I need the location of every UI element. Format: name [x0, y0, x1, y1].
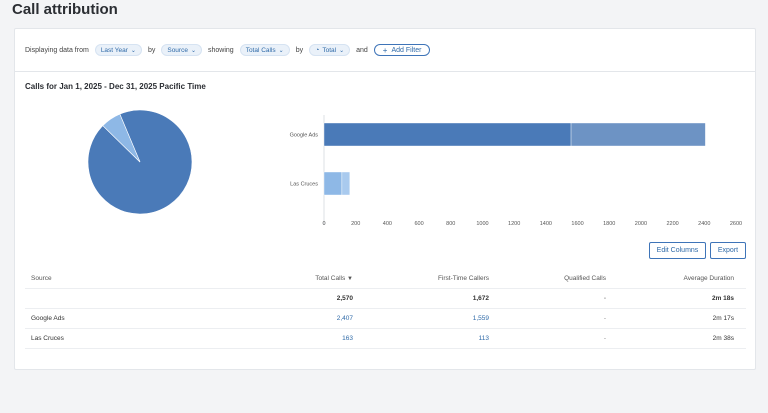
- bar-segment[interactable]: [323, 171, 343, 196]
- x-tick-label: 800: [446, 221, 455, 227]
- col-first-time[interactable]: First-Time Callers: [437, 275, 489, 282]
- pie-slice[interactable]: [102, 113, 141, 163]
- report-card: Displaying data from Last Year ⌄ by Sour…: [14, 28, 756, 370]
- row-source: Google Ads: [31, 315, 65, 322]
- x-tick-label: 200: [351, 221, 360, 227]
- x-tick-label: 1000: [476, 221, 488, 227]
- chart-title: Calls for Jan 1, 2025 - Dec 31, 2025 Pac…: [25, 82, 206, 91]
- source-value: Source: [167, 46, 188, 54]
- bar-chart: Google Ads Las Cruces 0 200 400 600 800 1000 120…: [271, 113, 751, 233]
- x-tick-label: 400: [383, 221, 392, 227]
- plus-icon: +: [382, 45, 388, 55]
- row-first-time-link[interactable]: 1,559: [472, 315, 489, 322]
- col-total-calls-label: Total Calls: [315, 275, 346, 282]
- bar-segment[interactable]: [570, 122, 706, 147]
- bar-chart-svg: Google Ads Las Cruces 0 200 400 600 800 1000 120…: [290, 115, 742, 227]
- and-label: and: [356, 46, 368, 54]
- row-first-time-link[interactable]: 113: [478, 335, 489, 342]
- calls-table: Source Total Calls ▼ First-Time Callers …: [25, 269, 746, 349]
- clock-icon: ◔: [315, 46, 320, 54]
- col-source[interactable]: Source: [31, 275, 52, 282]
- x-tick-label: 2200: [666, 221, 678, 227]
- row-avg-duration: 2m 17s: [712, 315, 734, 322]
- bar-segment[interactable]: [341, 171, 351, 196]
- metric-dropdown[interactable]: Total Calls ⌄: [239, 44, 290, 56]
- x-tick-label: 1400: [540, 221, 552, 227]
- x-tick-label: 2400: [698, 221, 710, 227]
- table-header-row: Source Total Calls ▼ First-Time Callers …: [25, 269, 746, 289]
- chevron-down-icon: ⌄: [339, 47, 345, 54]
- bar-segment[interactable]: [323, 122, 572, 147]
- row-qualified: -: [603, 315, 606, 322]
- grouping-value: Total: [322, 46, 337, 54]
- table-total-row: 2,570 1,672 - 2m 18s: [25, 289, 746, 309]
- chevron-down-icon: ⌄: [130, 47, 136, 54]
- table-row: Las Cruces 163 113 - 2m 38s: [25, 329, 746, 349]
- x-tick-label: 600: [414, 221, 423, 227]
- metric-value: Total Calls: [245, 46, 276, 54]
- source-dropdown[interactable]: Source ⌄: [161, 44, 202, 56]
- pie-chart-svg: [87, 109, 193, 215]
- export-button[interactable]: Export: [710, 242, 746, 259]
- x-tick-label: 2600: [730, 221, 742, 227]
- row-total-calls-link[interactable]: 2,407: [336, 315, 353, 322]
- showing-label: showing: [208, 46, 234, 54]
- x-tick-label: 1200: [508, 221, 520, 227]
- row-source: Las Cruces: [31, 335, 64, 342]
- x-tick-label: 1800: [603, 221, 615, 227]
- row-total-calls-link[interactable]: 163: [342, 335, 353, 342]
- category-label: Google Ads: [290, 133, 319, 139]
- col-avg-duration[interactable]: Average Duration: [683, 275, 734, 282]
- grouping-dropdown[interactable]: ◔ Total ⌄: [309, 44, 351, 56]
- x-tick-label: 2000: [635, 221, 647, 227]
- date-range-dropdown[interactable]: Last Year ⌄: [94, 44, 142, 56]
- col-total-calls[interactable]: Total Calls ▼: [175, 275, 353, 282]
- date-range-value: Last Year: [100, 46, 128, 54]
- row-qualified: -: [603, 335, 606, 342]
- row-avg-duration: 2m 38s: [712, 335, 734, 342]
- table-row: Google Ads 2,407 1,559 - 2m 17s: [25, 309, 746, 329]
- displaying-label: Displaying data from: [25, 46, 89, 54]
- total-avg-duration: 2m 18s: [711, 295, 734, 302]
- filter-bar: Displaying data from Last Year ⌄ by Sour…: [15, 29, 755, 72]
- by-label-2: by: [295, 46, 304, 54]
- total-qualified: -: [603, 295, 606, 302]
- add-filter-label: Add Filter: [391, 46, 422, 54]
- page-title: Call attribution: [12, 1, 118, 18]
- add-filter-button[interactable]: + Add Filter: [373, 44, 431, 56]
- by-label: by: [147, 46, 156, 54]
- pie-chart: [87, 109, 193, 215]
- total-first-time: 1,672: [472, 295, 489, 302]
- chevron-down-icon: ⌄: [190, 47, 196, 54]
- sort-desc-icon: ▼: [347, 276, 353, 282]
- edit-columns-button[interactable]: Edit Columns: [649, 242, 706, 259]
- col-qualified[interactable]: Qualified Calls: [564, 275, 606, 282]
- category-label: Las Cruces: [290, 182, 318, 188]
- x-tick-label: 0: [322, 221, 325, 227]
- total-calls: 2,570: [336, 295, 353, 302]
- x-tick-label: 1600: [571, 221, 583, 227]
- chevron-down-icon: ⌄: [278, 47, 284, 54]
